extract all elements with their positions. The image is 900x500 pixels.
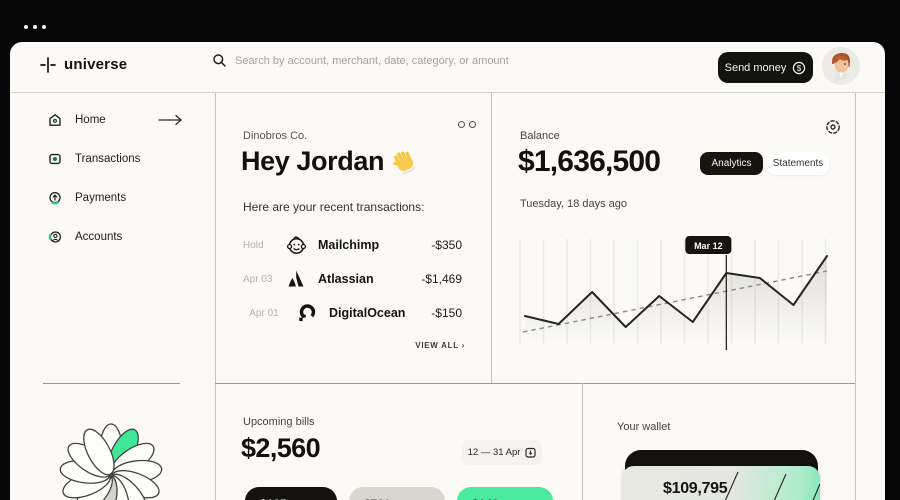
chevron-right-icon: › (461, 341, 465, 350)
avatar-illustration (822, 47, 860, 85)
mailchimp-logo (285, 234, 307, 256)
wallet-amount: $109,795 (663, 480, 728, 497)
greeting-text: Hey Jordan (241, 146, 385, 176)
svg-text:Mar 12: Mar 12 (694, 241, 723, 251)
atlassian-logo (285, 268, 307, 290)
waving-hand-emoji (393, 151, 416, 174)
transaction-merchant: DigitalOcean (329, 306, 406, 320)
send-money-label: Send money (724, 61, 787, 74)
decorative-flower (59, 423, 163, 500)
balance-line-chart[interactable]: Mar 12 (510, 224, 850, 354)
panel-divider-vertical (491, 93, 492, 383)
search-bar[interactable] (212, 53, 545, 68)
panel-handle-icon[interactable] (458, 121, 476, 128)
balance-label: Balance (520, 130, 560, 142)
bill-pill[interactable]: $730 (349, 487, 445, 500)
bill-pill[interactable]: $125 (245, 487, 337, 500)
payments-icon (49, 191, 61, 205)
bills-amount: $2,560 (241, 433, 321, 463)
bottom-panel-divider (582, 383, 583, 500)
transactions-list: Hold Mailchimp -$350 Apr 03 (243, 228, 462, 330)
balance-date-note: Tuesday, 18 days ago (520, 198, 628, 210)
avatar[interactable] (822, 47, 860, 85)
transaction-amount: -$150 (431, 306, 462, 320)
send-money-button[interactable]: Send money $ (718, 52, 813, 83)
transaction-date: Apr 01 (249, 307, 279, 319)
sidebar-label-transactions: Transactions (75, 153, 141, 165)
tab-analytics[interactable]: Analytics (700, 152, 763, 175)
sidebar-label-payments: Payments (75, 192, 127, 204)
transaction-date: Apr 03 (243, 273, 273, 285)
greeting-title: Hey Jordan (241, 146, 418, 177)
transaction-date: Hold (243, 239, 264, 251)
greeting-subtitle: Here are your recent transactions: (243, 200, 425, 214)
date-range-label: 12 — 31 Apr (467, 447, 521, 458)
content-right-divider (855, 93, 856, 500)
svg-text:$: $ (797, 63, 802, 72)
arrow-right-icon[interactable] (158, 114, 184, 126)
card-pattern (724, 471, 821, 500)
sidebar-label-home: Home (75, 114, 106, 126)
sidebar-rule (43, 383, 180, 384)
settings-target-icon[interactable] (825, 119, 841, 135)
app-window: universe Send money $ (10, 42, 885, 500)
sidebar-item-accounts[interactable]: Accounts (48, 227, 122, 247)
transaction-row[interactable]: Hold Mailchimp -$350 (243, 228, 462, 262)
tab-statements[interactable]: Statements (767, 152, 829, 175)
transaction-row[interactable]: Apr 01 DigitalOcean -$150 (243, 296, 462, 330)
header: universe Send money $ (10, 42, 885, 93)
sidebar-divider (215, 93, 216, 500)
brand-name: universe (64, 56, 128, 73)
transactions-icon (49, 153, 61, 165)
bills-label: Upcoming bills (243, 416, 315, 428)
brand-logo[interactable]: universe (40, 56, 127, 73)
sidebar-item-home[interactable]: Home (48, 110, 106, 130)
bill-pill[interactable]: $140 (457, 487, 553, 500)
transaction-amount: -$1,469 (421, 272, 462, 286)
transaction-merchant: Atlassian (318, 272, 374, 286)
transaction-amount: -$350 (431, 238, 462, 252)
search-icon (213, 54, 226, 67)
calendar-icon (525, 447, 537, 458)
panel-divider-horizontal (215, 383, 855, 384)
balance-amount: $1,636,500 (518, 145, 661, 178)
view-all-label: VIEW ALL (415, 341, 459, 350)
search-input[interactable] (235, 54, 545, 67)
wallet-card[interactable] (622, 466, 821, 500)
accounts-icon (48, 231, 62, 243)
home-icon (49, 114, 61, 126)
wallet-label: Your wallet (617, 421, 671, 433)
date-range-picker[interactable]: 12 — 31 Apr (462, 440, 542, 465)
dollar-circle-icon: $ (793, 61, 806, 74)
digitalocean-logo (296, 302, 318, 324)
sidebar-item-payments[interactable]: Payments (48, 188, 126, 208)
sidebar-item-transactions[interactable]: Transactions (48, 149, 140, 169)
view-all-link[interactable]: VIEW ALL › (405, 341, 465, 350)
window-controls[interactable] (24, 25, 46, 29)
transaction-row[interactable]: Apr 03 Atlassian -$1,469 (243, 262, 462, 296)
company-name: Dinobros Co. (243, 130, 308, 142)
transaction-merchant: Mailchimp (318, 238, 380, 252)
sidebar-label-accounts: Accounts (75, 231, 123, 243)
universe-logo-icon (40, 56, 56, 73)
